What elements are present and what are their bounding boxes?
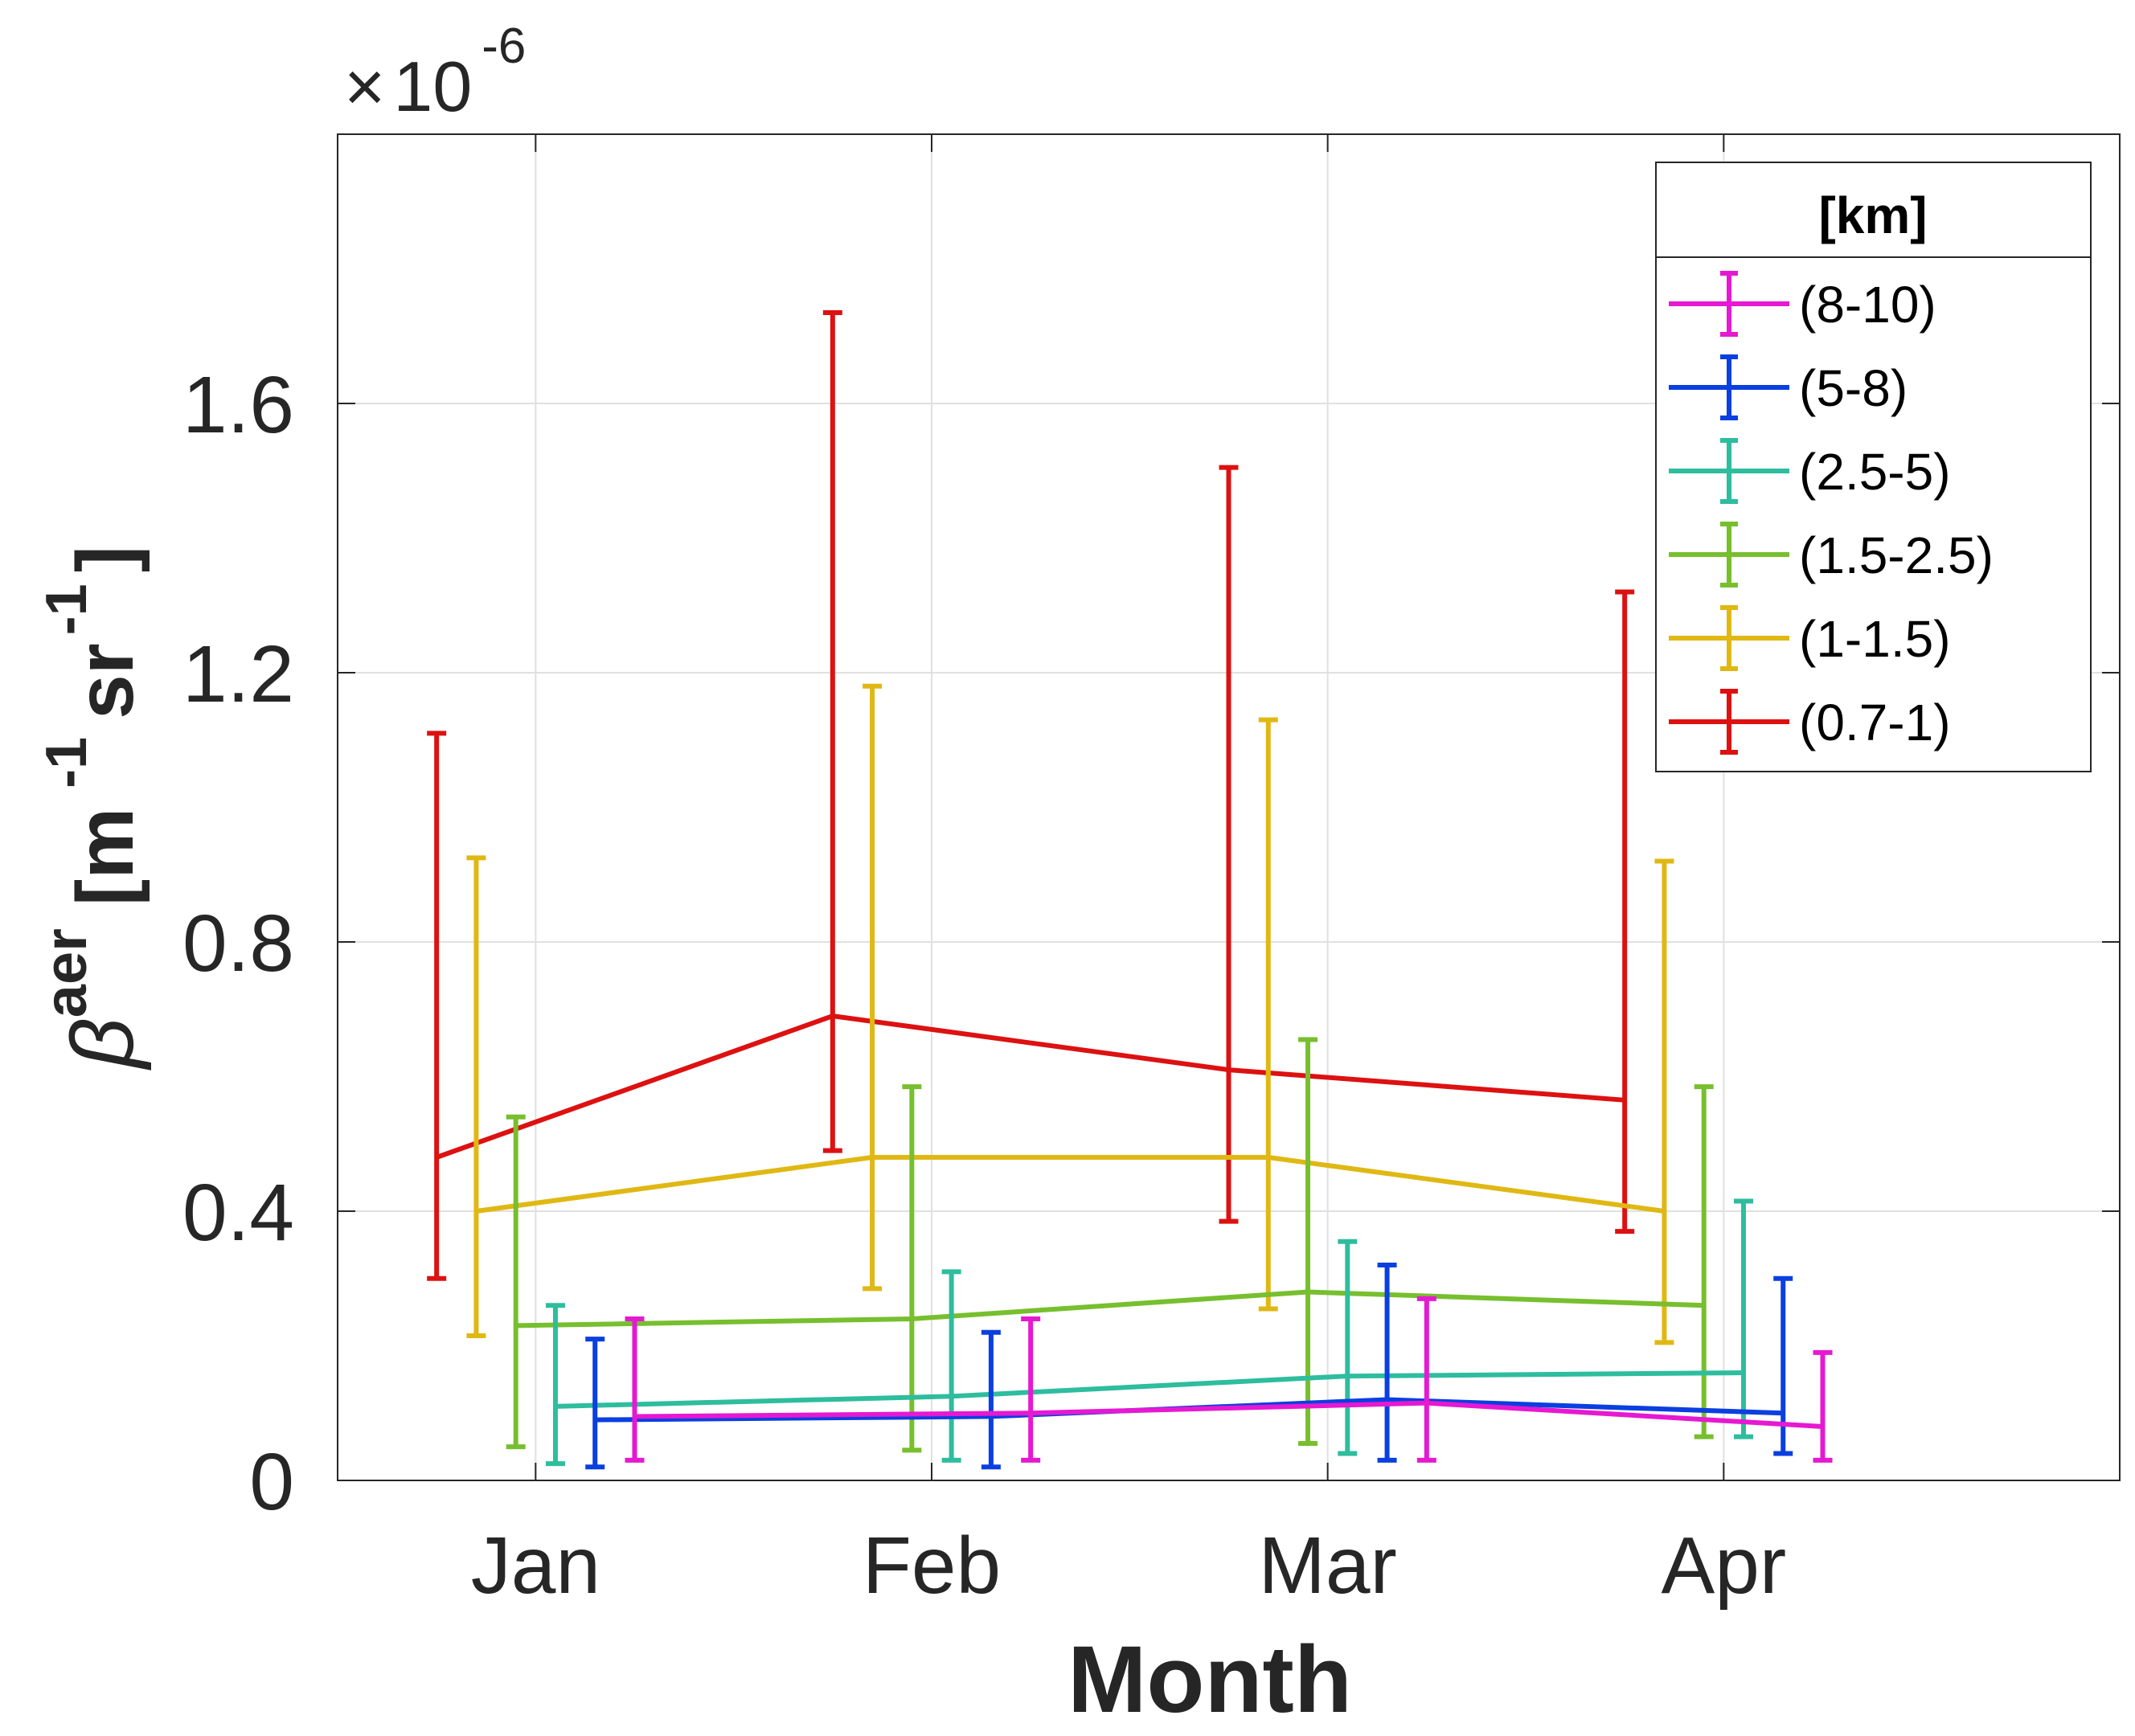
legend-item: (1-1.5)	[1669, 605, 1951, 671]
legend-label: (1.5-2.5)	[1799, 526, 1994, 584]
legend-item: (1.5-2.5)	[1669, 522, 1994, 588]
y-tick-label: 1.2	[182, 629, 294, 719]
y-axis-units-open: [m	[60, 808, 150, 906]
y-multiplier-exponent: -6	[482, 18, 526, 74]
series-line	[515, 1289, 1704, 1329]
legend-item: (8-10)	[1669, 271, 1936, 337]
x-tick-label: Feb	[863, 1521, 1001, 1611]
series-(1-1.5)	[466, 683, 1674, 1345]
y-axis-units-mid: sr	[60, 643, 150, 719]
series-layer	[427, 309, 1833, 1470]
x-tick-label: Apr	[1662, 1521, 1787, 1611]
x-axis-title: Month	[1068, 1627, 1352, 1733]
y-tick-label: 1.6	[182, 360, 294, 450]
legend-label: (0.7-1)	[1799, 694, 1951, 751]
y-multiplier-times: ×	[344, 47, 385, 126]
series-(2.5-5)	[545, 1198, 1753, 1467]
series-line	[476, 1155, 1665, 1214]
legend-items: (8-10) (5-8) (2.5-5) (1.5-2.5) (1-1.5) (0.7-1…	[1669, 271, 1994, 755]
y-axis-symbol: β	[53, 1017, 152, 1071]
series-(8-10)	[625, 1296, 1833, 1463]
y-tick-label: 0	[249, 1437, 294, 1527]
legend-label: (1-1.5)	[1799, 610, 1951, 668]
x-tick-label: Mar	[1259, 1521, 1397, 1611]
legend-title: [km]	[1818, 186, 1927, 244]
legend-item: (0.7-1)	[1669, 689, 1951, 755]
y-tick-label: 0.8	[182, 899, 294, 989]
legend-label: (8-10)	[1799, 276, 1936, 334]
legend-item: (2.5-5)	[1669, 438, 1951, 504]
series-line	[634, 1400, 1823, 1429]
y-multiplier: × 10-6	[344, 18, 526, 126]
y-axis-unit-exp1: -1	[35, 737, 99, 788]
legend-label: (5-8)	[1799, 359, 1908, 417]
y-axis-units-close: ]	[60, 546, 150, 572]
y-multiplier-base: 10	[393, 47, 472, 126]
y-axis-unit-exp2: -1	[35, 583, 99, 635]
legend: [km] (8-10)(5-8)(2.5-5)(1.5-2.5)(1-1.5)(…	[1655, 162, 2092, 772]
series-line	[555, 1370, 1744, 1409]
legend-label: (2.5-5)	[1799, 443, 1951, 501]
y-axis-title: βaer [m -1 sr -1]	[32, 546, 152, 1071]
series-line	[436, 1013, 1625, 1160]
y-axis-superscript: aer	[32, 928, 99, 1017]
legend-item: (5-8)	[1669, 354, 1908, 420]
axes-box	[337, 133, 2121, 1481]
series-(0.7-1)	[427, 309, 1635, 1281]
series-(1.5-2.5)	[506, 1037, 1714, 1453]
tick-layer: Jan Feb Mar Apr 0 0.4 0.8 1.2 1.6	[182, 134, 2120, 1611]
x-tick-label: Jan	[471, 1521, 600, 1611]
y-tick-label: 0.4	[182, 1168, 294, 1258]
